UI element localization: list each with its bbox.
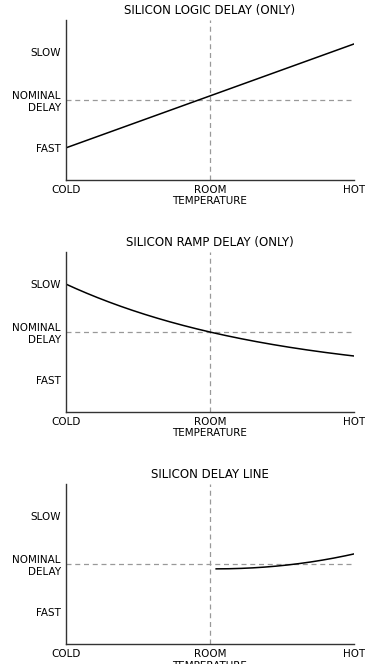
Title: SILICON RAMP DELAY (ONLY): SILICON RAMP DELAY (ONLY) (126, 236, 294, 250)
Title: SILICON LOGIC DELAY (ONLY): SILICON LOGIC DELAY (ONLY) (124, 5, 295, 17)
Title: SILICON DELAY LINE: SILICON DELAY LINE (151, 469, 269, 481)
